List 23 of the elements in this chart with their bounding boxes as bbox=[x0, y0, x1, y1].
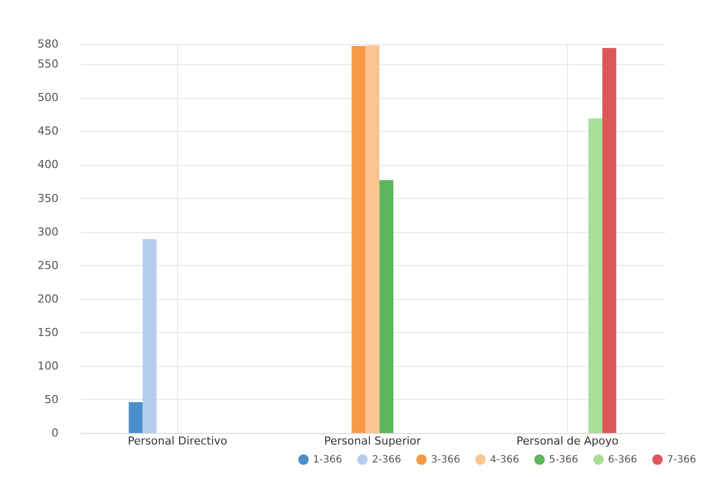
y-tick-label: 300 bbox=[38, 225, 58, 238]
y-tick-label: 450 bbox=[38, 124, 58, 138]
y-tick-label: 580 bbox=[38, 38, 58, 50]
legend-label: 4-366 bbox=[490, 454, 520, 466]
y-tick-label: 400 bbox=[38, 158, 58, 172]
legend-label: 5-366 bbox=[549, 454, 578, 466]
y-tick-label: 250 bbox=[38, 258, 58, 272]
y-tick-label: 100 bbox=[38, 359, 58, 372]
legend-label: 3-366 bbox=[431, 454, 460, 466]
legend-label: 6-366 bbox=[608, 454, 638, 466]
y-tick-label: 550 bbox=[38, 58, 58, 71]
y-tick-label: 150 bbox=[38, 326, 58, 339]
x-tick-label: Personal de Apoyo bbox=[516, 434, 619, 448]
x-tick-label: Personal Directivo bbox=[128, 434, 228, 448]
legend-label: 2-366 bbox=[372, 454, 402, 466]
legend-label: 7-366 bbox=[667, 454, 696, 466]
y-tick-label: 50 bbox=[44, 392, 58, 406]
y-tick-label: 500 bbox=[38, 91, 58, 104]
y-tick-label: 350 bbox=[38, 192, 58, 205]
y-tick-label: 200 bbox=[38, 292, 58, 306]
y-tick-label: 0 bbox=[52, 426, 58, 440]
legend-label: 1-366 bbox=[313, 454, 342, 466]
x-tick-label: Personal Superior bbox=[324, 434, 422, 448]
